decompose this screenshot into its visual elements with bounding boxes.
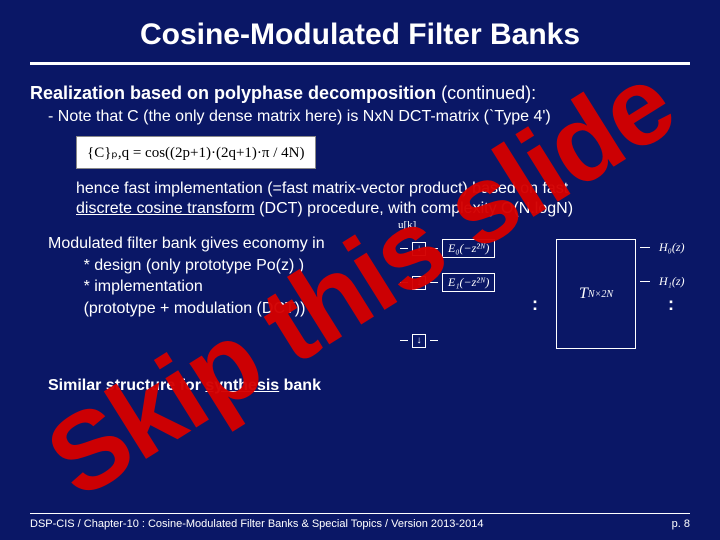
diagram-row-last: ↓ E: [400, 331, 461, 350]
subtitle: Realization based on polyphase decomposi…: [30, 83, 690, 104]
diagram-dots-left: :: [532, 301, 538, 308]
diagram-row-1: ↓ E₁(−z²ᴺ): [400, 273, 495, 292]
hence-tail: (DCT) procedure, with complexity O(N.log…: [255, 200, 573, 217]
economy-header: Modulated filter bank gives economy in: [48, 235, 325, 252]
slide-root: Cosine-Modulated Filter Banks Realizatio…: [0, 0, 720, 540]
diagram-dots-right: :: [668, 301, 674, 308]
synthesis-line: Similar structure for synthesis bank: [30, 377, 690, 395]
diagram-T-sub: N×2N: [588, 289, 613, 300]
synth-b: synthesis: [205, 377, 279, 394]
synth-a: Similar structure for: [48, 377, 205, 394]
diagram-T: T: [579, 285, 588, 303]
economy-bullet-2: (prototype + modulation (DCT)): [84, 300, 306, 317]
diagram-out-0: H₀(z): [640, 239, 690, 256]
hence-paragraph: hence fast implementation (=fast matrix-…: [30, 179, 690, 219]
economy-bullet-0: * design (only prototype Po(z) ): [84, 257, 305, 274]
hence-line1: hence fast implementation (=fast matrix-…: [76, 180, 568, 197]
block-diagram: u[k] ↓ E₀(−z²ᴺ) ↓ E₁(−z²ᴺ) ↓ E :: [400, 233, 690, 363]
hence-dct: discrete cosine transform: [76, 200, 255, 217]
diagram-e0: E₀(−z²ᴺ): [442, 239, 495, 258]
diagram-out-1: H₁(z): [640, 273, 690, 290]
formula-text: {C}ₚ,q = cos((2p+1)·(2q+1)·π / 4N): [87, 145, 305, 161]
downsample-icon: ↓: [412, 242, 426, 256]
diagram-e1: E₁(−z²ᴺ): [442, 273, 495, 292]
footer-left: DSP-CIS / Chapter-10 : Cosine-Modulated …: [30, 518, 483, 530]
title-rule: [30, 62, 690, 65]
economy-block: Modulated filter bank gives economy in *…: [30, 233, 690, 363]
footer-page: p. 8: [672, 518, 690, 530]
slide-title: Cosine-Modulated Filter Banks: [30, 14, 690, 62]
diagram-h1: H₁(z): [654, 273, 690, 290]
formula-box: {C}ₚ,q = cos((2p+1)·(2q+1)·π / 4N): [76, 136, 316, 169]
diagram-transform-box: TN×2N: [556, 239, 636, 349]
diagram-row-0: ↓ E₀(−z²ᴺ): [400, 239, 495, 258]
synth-c: bank: [279, 377, 321, 394]
downsample-icon: ↓: [412, 334, 426, 348]
subtitle-continued: (continued):: [441, 83, 536, 103]
downsample-icon: ↓: [412, 276, 426, 290]
economy-text: Modulated filter bank gives economy in *…: [48, 233, 388, 319]
note-line: - Note that C (the only dense matrix her…: [30, 108, 690, 126]
subtitle-main: Realization based on polyphase decomposi…: [30, 83, 436, 103]
footer: DSP-CIS / Chapter-10 : Cosine-Modulated …: [30, 513, 690, 530]
economy-bullet-1: * implementation: [84, 278, 203, 295]
diagram-input-label: u[k]: [398, 219, 416, 231]
diagram-h0: H₀(z): [654, 239, 690, 256]
